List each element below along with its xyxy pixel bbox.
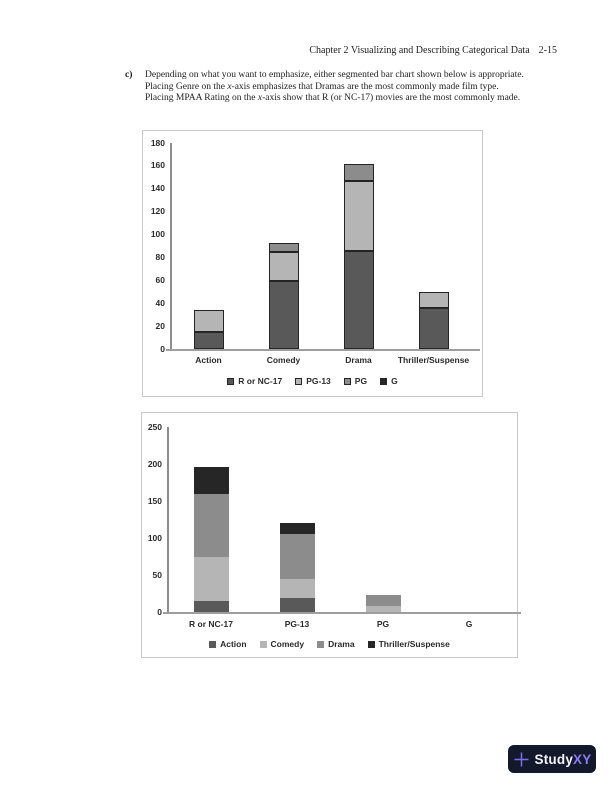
genre-x-axis-stacked-bar-chart: 0 20 40 60 80 100 120 140 160 180 Action Comedy Dram… <box>142 130 483 397</box>
x-axis-category-label: R or NC-17 <box>189 619 233 629</box>
answer-paragraph: Depending on what you want to emphasize,… <box>145 70 529 105</box>
legend-swatch-icon <box>227 377 235 385</box>
x-axis-category-label: Action <box>195 355 222 365</box>
bar-segment-action-r-or-nc-17 <box>193 331 224 349</box>
x-axis-category-label: G <box>465 619 473 629</box>
bar-segment-pg-drama <box>365 594 401 607</box>
legend-swatch-icon <box>317 640 325 648</box>
bar-segment-r-or-nc-17-thriller-suspense <box>193 466 229 494</box>
y-axis-tick-label: 120 <box>150 206 165 217</box>
chapter-title: Chapter 2 Visualizing and Describing Cat… <box>309 45 530 56</box>
bar-segment-r-or-nc-17-drama <box>193 493 229 558</box>
y-axis-tick-label: 150 <box>147 495 162 506</box>
legend-item-r-or-nc-17: R or NC-17 <box>227 376 282 386</box>
legend-label: Drama <box>328 639 355 649</box>
y-axis-tick-label: 160 <box>150 160 165 171</box>
x-axis-line <box>163 612 521 614</box>
bar-segment-action-pg-13 <box>193 310 224 332</box>
text-run: Depending on what you want to emphasize,… <box>145 70 524 92</box>
legend-swatch-icon <box>209 640 217 648</box>
legend-item-comedy: Comedy <box>259 639 305 649</box>
bar-segment-r-or-nc-17-action <box>193 600 229 612</box>
legend-label: PG <box>354 376 368 386</box>
y-axis-tick-label: 100 <box>147 532 162 543</box>
x-axis-category-label: Thriller/Suspense <box>397 355 470 365</box>
y-axis-line <box>170 143 172 350</box>
legend-label: R or NC-17 <box>238 376 283 386</box>
logo-text-primary: Study <box>534 751 574 767</box>
x-axis-category-label: PG <box>376 619 390 629</box>
x-axis-category-label: Comedy <box>266 355 301 365</box>
y-axis-tick-label: 140 <box>150 183 165 194</box>
y-axis-tick-label: 100 <box>150 229 165 240</box>
bar-segment-drama-pg-13 <box>343 180 374 251</box>
bar-segment-drama-pg <box>343 163 374 181</box>
y-axis-tick-label: 200 <box>147 458 162 469</box>
bar-segment-r-or-nc-17-comedy <box>193 557 229 601</box>
x-axis-category-label: Drama <box>345 355 372 365</box>
legend-swatch-icon <box>380 377 388 385</box>
legend-item-thriller-suspense: Thriller/Suspense <box>367 639 450 649</box>
rating-x-axis-stacked-bar-chart: 0 50 100 150 200 250 R or NC-17 PG-13 PG G Action C… <box>141 412 521 658</box>
y-axis-tick-label: 60 <box>155 274 165 285</box>
bar-segment-pg-13-drama <box>279 533 315 579</box>
italic-text-run: x <box>257 93 263 104</box>
y-axis-tick-label: 0 <box>157 606 162 617</box>
x-axis-category-label: PG-13 <box>284 619 310 629</box>
bar-segment-pg-13-thriller-suspense <box>279 523 315 534</box>
page-number: 2-15 <box>538 45 557 56</box>
bar-segment-pg-comedy <box>365 606 401 612</box>
legend-item-action: Action <box>209 639 247 649</box>
bar-segment-comedy-r-or-nc-17 <box>268 281 299 349</box>
bar-segment-pg-13-action <box>279 597 315 612</box>
legend-item-pg-13: PG-13 <box>295 376 331 386</box>
legend-label: Comedy <box>270 639 305 649</box>
answer-item-label: c) <box>125 70 133 80</box>
bar-segment-comedy-pg-13 <box>268 251 299 282</box>
logo-text-accent: XY <box>573 751 592 767</box>
studyxy-logo: StudyXY <box>508 745 596 773</box>
legend-label: Action <box>220 639 247 649</box>
y-axis-tick-label: 50 <box>152 569 162 580</box>
chart-legend: R or NC-17 PG-13 PG G <box>143 376 482 386</box>
legend-item-drama: Drama <box>317 639 355 649</box>
y-axis-tick-label: 180 <box>150 137 165 148</box>
bar-segment-pg-13-comedy <box>279 578 315 598</box>
x-axis-line <box>166 349 480 351</box>
plus-icon <box>513 751 530 768</box>
legend-item-pg: PG <box>343 376 368 386</box>
legend-label: PG-13 <box>306 376 331 386</box>
text-run: -axis show that R (or NC-17) movies are … <box>262 93 521 104</box>
legend-swatch-icon <box>259 640 267 648</box>
legend-label: G <box>391 376 398 386</box>
bar-segment-comedy-pg <box>268 242 299 252</box>
chart-legend: Action Comedy Drama Thriller/Suspense <box>142 639 517 649</box>
legend-item-g: G <box>380 376 398 386</box>
bar-segment-thriller-suspense-r-or-nc-17 <box>418 307 449 349</box>
y-axis-line <box>167 427 169 613</box>
y-axis-tick-label: 40 <box>155 297 165 308</box>
y-axis-tick-label: 20 <box>155 320 165 331</box>
italic-text-run: x <box>227 81 232 92</box>
legend-label: Thriller/Suspense <box>378 639 450 649</box>
legend-swatch-icon <box>367 640 375 648</box>
page-header: Chapter 2 Visualizing and Describing Cat… <box>309 45 557 56</box>
logo-wordmark: StudyXY <box>535 752 592 767</box>
legend-swatch-icon <box>343 377 351 385</box>
legend-swatch-icon <box>295 377 303 385</box>
text-run: -axis emphasizes that Dramas are the mos… <box>145 81 499 104</box>
y-axis-tick-label: 250 <box>147 421 162 432</box>
bar-segment-thriller-suspense-pg-13 <box>418 291 449 308</box>
y-axis-tick-label: 80 <box>155 251 165 262</box>
bar-segment-drama-r-or-nc-17 <box>343 250 374 349</box>
y-axis-tick-label: 0 <box>160 343 165 354</box>
